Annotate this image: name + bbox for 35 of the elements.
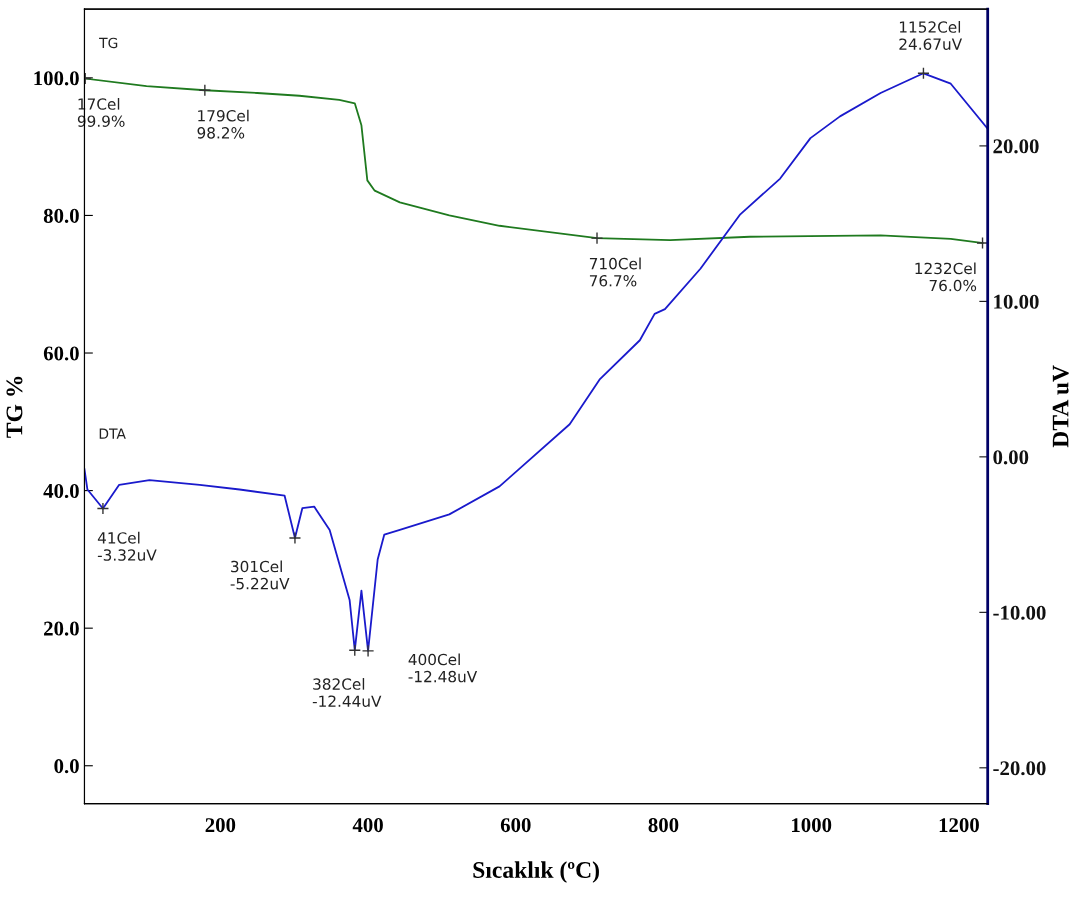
- y-tick-label: 80.0: [43, 208, 79, 223]
- y2-tick-label: 10.00: [994, 294, 1039, 309]
- y-tick-label: 20.0: [44, 621, 79, 636]
- annotation: 1232Cel 76.0%: [915, 262, 977, 292]
- y2-tick-label: 20.00: [993, 139, 1039, 154]
- annotation: 41Cel -3.32uV: [97, 531, 157, 561]
- y-tick-label: 60.0: [43, 346, 79, 361]
- y-tick-label: 40.0: [43, 483, 79, 499]
- annotation: 382Cel -12.44uV: [312, 678, 382, 707]
- y-axis-title: TG %: [6, 376, 23, 438]
- x-axis-title: Sıcaklık (ºC): [473, 861, 599, 883]
- x-tick-label: 800: [648, 818, 679, 833]
- annotation: 1152Cel 24.67uV: [899, 21, 963, 50]
- y-tick-label: 0.0: [54, 759, 79, 774]
- point: [917, 67, 930, 80]
- y2-tick-label: -20.00: [993, 761, 1046, 776]
- annotation: 710Cel 76.7%: [589, 257, 641, 287]
- x-tick-label: 600: [500, 818, 531, 833]
- point: [96, 502, 110, 515]
- point: [361, 644, 375, 658]
- text: TG: [99, 37, 118, 49]
- point: [348, 644, 362, 657]
- x-tick-label: 400: [352, 818, 383, 833]
- annotation: 301Cel -5.22uV: [230, 560, 290, 590]
- point: [288, 531, 302, 545]
- x-tick-label: 1000: [792, 818, 832, 833]
- y2-tick-label: 0.00: [993, 450, 1029, 465]
- x-tick-label: 200: [205, 818, 236, 833]
- text: DTA: [99, 428, 126, 439]
- y2-axis-title: DTA uV: [1052, 365, 1069, 448]
- x-tick-label: 1200: [939, 818, 979, 833]
- annotation: 400Cel -12.48uV: [408, 653, 478, 683]
- annotation: 179Cel 98.2%: [197, 109, 249, 139]
- y-tick-label: 100.0: [34, 71, 79, 86]
- y2-tick-label: -10.00: [993, 605, 1046, 620]
